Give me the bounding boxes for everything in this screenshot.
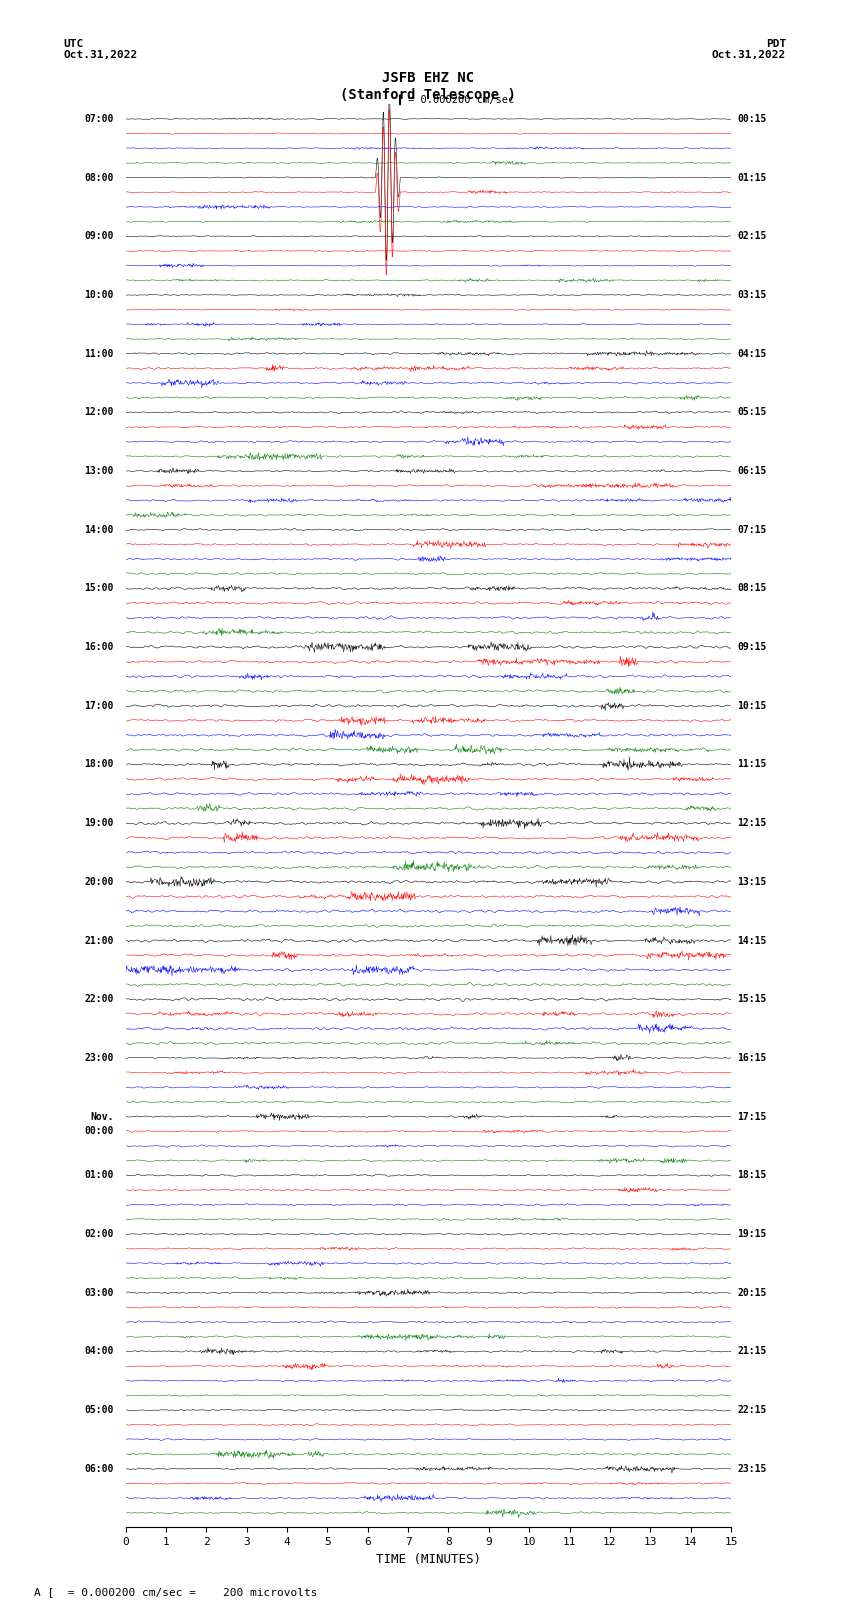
Text: 07:00: 07:00 [84,115,113,124]
Text: 20:15: 20:15 [737,1287,767,1298]
Text: 02:15: 02:15 [737,231,767,242]
Text: 03:00: 03:00 [84,1287,113,1298]
Text: 19:00: 19:00 [84,818,113,827]
Text: Nov.: Nov. [90,1111,113,1121]
Text: PDT: PDT [766,39,786,48]
Text: 06:00: 06:00 [84,1463,113,1474]
Text: 09:15: 09:15 [737,642,767,652]
Text: 20:00: 20:00 [84,877,113,887]
Text: 15:15: 15:15 [737,994,767,1005]
Text: 17:15: 17:15 [737,1111,767,1121]
Text: 14:00: 14:00 [84,524,113,536]
Text: Oct.31,2022: Oct.31,2022 [712,50,786,60]
Text: = 0.000200 cm/sec: = 0.000200 cm/sec [408,95,514,105]
Text: 11:00: 11:00 [84,348,113,358]
Text: 21:00: 21:00 [84,936,113,945]
Title: JSFB EHZ NC
(Stanford Telescope ): JSFB EHZ NC (Stanford Telescope ) [340,71,516,102]
Text: 01:15: 01:15 [737,173,767,182]
Text: 08:00: 08:00 [84,173,113,182]
Text: 05:00: 05:00 [84,1405,113,1415]
Text: 02:00: 02:00 [84,1229,113,1239]
Text: 22:15: 22:15 [737,1405,767,1415]
Text: 12:15: 12:15 [737,818,767,827]
Text: 07:15: 07:15 [737,524,767,536]
Text: 05:15: 05:15 [737,408,767,418]
Text: 11:15: 11:15 [737,760,767,769]
X-axis label: TIME (MINUTES): TIME (MINUTES) [376,1553,481,1566]
Text: 06:15: 06:15 [737,466,767,476]
Text: 23:00: 23:00 [84,1053,113,1063]
Text: 00:15: 00:15 [737,115,767,124]
Text: 19:15: 19:15 [737,1229,767,1239]
Text: 09:00: 09:00 [84,231,113,242]
Text: 04:00: 04:00 [84,1347,113,1357]
Text: 03:15: 03:15 [737,290,767,300]
Text: 16:15: 16:15 [737,1053,767,1063]
Text: 08:15: 08:15 [737,584,767,594]
Text: 10:15: 10:15 [737,700,767,711]
Text: 18:15: 18:15 [737,1171,767,1181]
Text: 00:00: 00:00 [84,1126,113,1136]
Text: A [  = 0.000200 cm/sec =    200 microvolts: A [ = 0.000200 cm/sec = 200 microvolts [34,1587,318,1597]
Text: 13:00: 13:00 [84,466,113,476]
Text: Oct.31,2022: Oct.31,2022 [64,50,138,60]
Text: 16:00: 16:00 [84,642,113,652]
Text: 17:00: 17:00 [84,700,113,711]
Text: 10:00: 10:00 [84,290,113,300]
Text: 22:00: 22:00 [84,994,113,1005]
Text: 15:00: 15:00 [84,584,113,594]
Text: 04:15: 04:15 [737,348,767,358]
Text: 18:00: 18:00 [84,760,113,769]
Text: 21:15: 21:15 [737,1347,767,1357]
Text: 23:15: 23:15 [737,1463,767,1474]
Text: 12:00: 12:00 [84,408,113,418]
Text: 13:15: 13:15 [737,877,767,887]
Text: 01:00: 01:00 [84,1171,113,1181]
Text: UTC: UTC [64,39,84,48]
Text: 14:15: 14:15 [737,936,767,945]
